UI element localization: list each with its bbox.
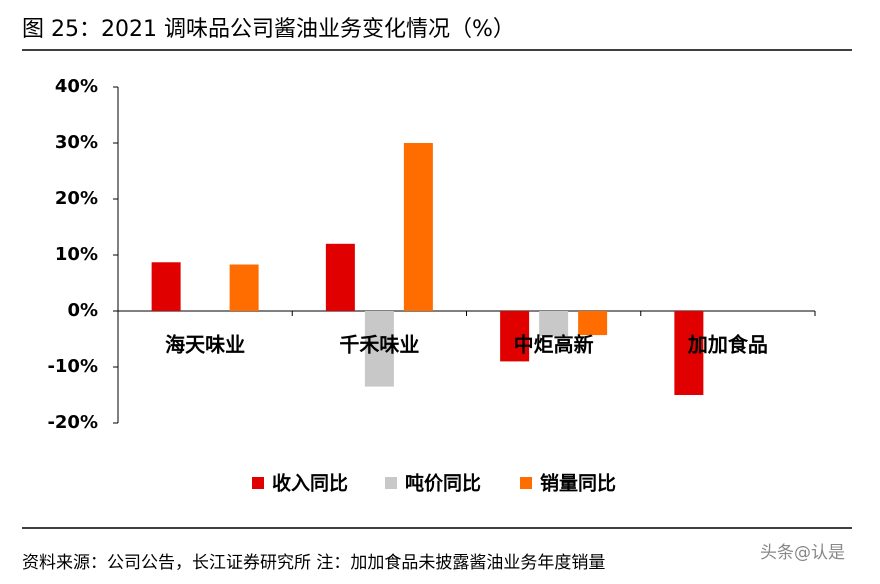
y-tick-label: -10% [47,356,98,377]
y-tick-label: -20% [47,412,98,433]
bar [364,311,394,387]
y-tick-label: 20% [55,188,98,209]
y-tick-label: 0% [67,300,98,321]
legend-swatch [385,477,397,489]
chart-title: 图 25：2021 调味品公司酱油业务变化情况（%） [22,17,515,42]
x-tick-label: 加加食品 [687,333,768,357]
bar [229,264,259,311]
bar [500,311,530,362]
legend-swatch [520,477,532,489]
x-tick-label: 海天味业 [165,333,245,357]
bar [674,311,704,395]
y-tick-label: 40% [55,76,98,97]
y-tick-label: 10% [55,244,98,265]
bar [403,143,433,311]
legend-label: 销量同比 [540,472,616,495]
legend-label: 吨价同比 [405,472,481,495]
legend-swatch [252,477,264,489]
bar [578,311,608,336]
bar [325,243,355,311]
x-tick-label: 千禾味业 [339,333,419,357]
bar [539,311,569,337]
legend-label: 收入同比 [272,472,348,495]
y-tick-label: 30% [55,132,98,153]
bar [151,262,181,311]
source-note: 资料来源：公司公告，长江证券研究所 注：加加食品未披露酱油业务年度销量 [22,553,605,573]
watermark: 头条@认是 [760,543,845,563]
x-tick-label: 中炬高新 [514,333,594,357]
